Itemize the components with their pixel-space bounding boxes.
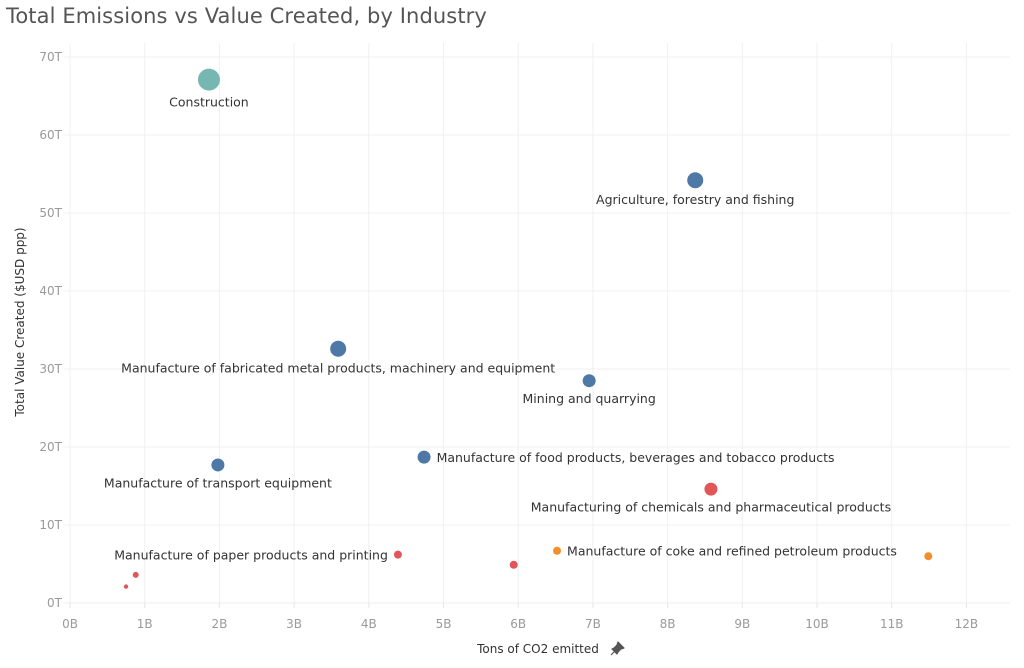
grid-lines bbox=[64, 43, 1010, 604]
data-points bbox=[123, 68, 933, 589]
x-tick-label: 3B bbox=[286, 617, 302, 631]
x-tick-label: 5B bbox=[436, 617, 452, 631]
data-point[interactable] bbox=[393, 550, 402, 559]
data-point-label: Manufacture of transport equipment bbox=[104, 475, 332, 490]
y-tick-label: 60T bbox=[39, 128, 62, 142]
x-tick-label: 4B bbox=[361, 617, 377, 631]
data-point[interactable] bbox=[553, 546, 562, 555]
y-tick-label: 30T bbox=[39, 362, 62, 376]
data-point[interactable] bbox=[509, 560, 518, 569]
x-tick-label: 1B bbox=[137, 617, 153, 631]
y-tick-label: 70T bbox=[39, 50, 62, 64]
x-tick-label: 8B bbox=[660, 617, 676, 631]
data-point-label: Manufacture of paper products and printi… bbox=[114, 548, 388, 563]
data-point-label: Manufacture of food products, beverages … bbox=[437, 450, 835, 465]
data-point[interactable] bbox=[123, 584, 129, 589]
x-tick-label: 10B bbox=[805, 617, 829, 631]
x-tick-label: 0B bbox=[62, 617, 78, 631]
x-axis-ticks: 0B 1B 2B 3B 4B 5B 6B 7B 8B 9B 10B 11B 12B bbox=[62, 603, 978, 631]
x-tick-label: 9B bbox=[734, 617, 750, 631]
data-point-label: Manufacturing of chemicals and pharmaceu… bbox=[531, 500, 891, 515]
data-labels: Construction Agriculture, forestry and fi… bbox=[104, 95, 897, 563]
data-point[interactable] bbox=[704, 482, 718, 496]
data-point[interactable] bbox=[924, 552, 933, 561]
x-tick-label: 2B bbox=[211, 617, 227, 631]
y-tick-label: 10T bbox=[39, 518, 62, 532]
data-point[interactable] bbox=[687, 172, 704, 189]
data-point-label: Manufacture of coke and refined petroleu… bbox=[567, 544, 897, 559]
data-point-label: Manufacture of fabricated metal products… bbox=[121, 361, 555, 376]
data-point[interactable] bbox=[211, 458, 225, 472]
y-tick-label: 20T bbox=[39, 440, 62, 454]
x-tick-label: 6B bbox=[510, 617, 526, 631]
data-point[interactable] bbox=[330, 340, 347, 357]
data-point[interactable] bbox=[197, 68, 220, 91]
data-point[interactable] bbox=[582, 374, 596, 388]
data-point-label: Construction bbox=[169, 95, 249, 110]
x-axis-title: Tons of CO2 emitted bbox=[476, 642, 599, 656]
data-point[interactable] bbox=[132, 571, 139, 578]
data-point[interactable] bbox=[417, 450, 431, 464]
chart-title: Total Emissions vs Value Created, by Ind… bbox=[6, 4, 487, 28]
x-tick-label: 12B bbox=[955, 617, 979, 631]
data-point-label: Mining and quarrying bbox=[523, 391, 656, 406]
y-tick-label: 0T bbox=[47, 596, 63, 610]
x-tick-label: 11B bbox=[880, 617, 904, 631]
y-axis-title: Total Value Created ($USD ppp) bbox=[13, 227, 27, 417]
y-tick-label: 50T bbox=[39, 206, 62, 220]
y-tick-label: 40T bbox=[39, 284, 62, 298]
pin-icon[interactable] bbox=[610, 641, 625, 656]
y-axis-ticks: 0T 10T 20T 30T 40T 50T 60T 70T bbox=[39, 50, 62, 610]
x-tick-label: 7B bbox=[585, 617, 601, 631]
data-point-label: Agriculture, forestry and fishing bbox=[596, 192, 794, 207]
